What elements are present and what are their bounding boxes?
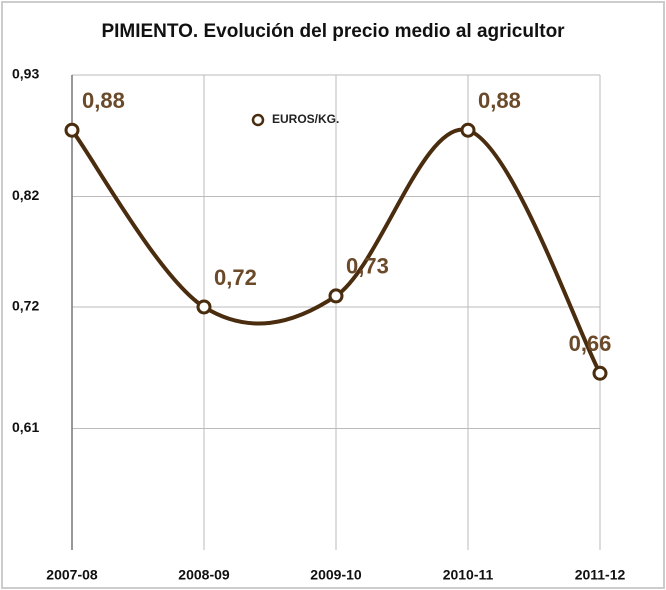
x-tick-label: 2007-08	[46, 567, 98, 583]
value-label: 0,66	[569, 331, 612, 356]
value-label: 0,73	[346, 254, 389, 279]
legend-marker	[251, 113, 265, 127]
x-tick-label: 2011-12	[575, 567, 626, 583]
chart-title: PIMIENTO. Evolución del precio medio al …	[101, 21, 565, 42]
y-tick-label: 0,93	[12, 66, 39, 82]
point	[196, 299, 212, 315]
y-tick-label: 0,82	[12, 187, 39, 203]
point	[64, 122, 80, 138]
legend-label: EUROS/KG.	[272, 112, 339, 126]
line	[70, 127, 602, 375]
y-tick-label: 0,61	[12, 419, 39, 435]
value-label: 0,72	[214, 265, 257, 290]
value-label: 0,88	[82, 88, 125, 113]
point	[460, 122, 476, 138]
x-tick-label: 2010-11	[443, 567, 494, 583]
y-tick-label: 0,72	[12, 298, 39, 314]
x-tick-label: 2009-10	[310, 567, 362, 583]
point	[592, 365, 608, 381]
value-label: 0,88	[478, 88, 521, 113]
point	[328, 288, 344, 304]
x-tick-label: 2008-09	[178, 567, 230, 583]
